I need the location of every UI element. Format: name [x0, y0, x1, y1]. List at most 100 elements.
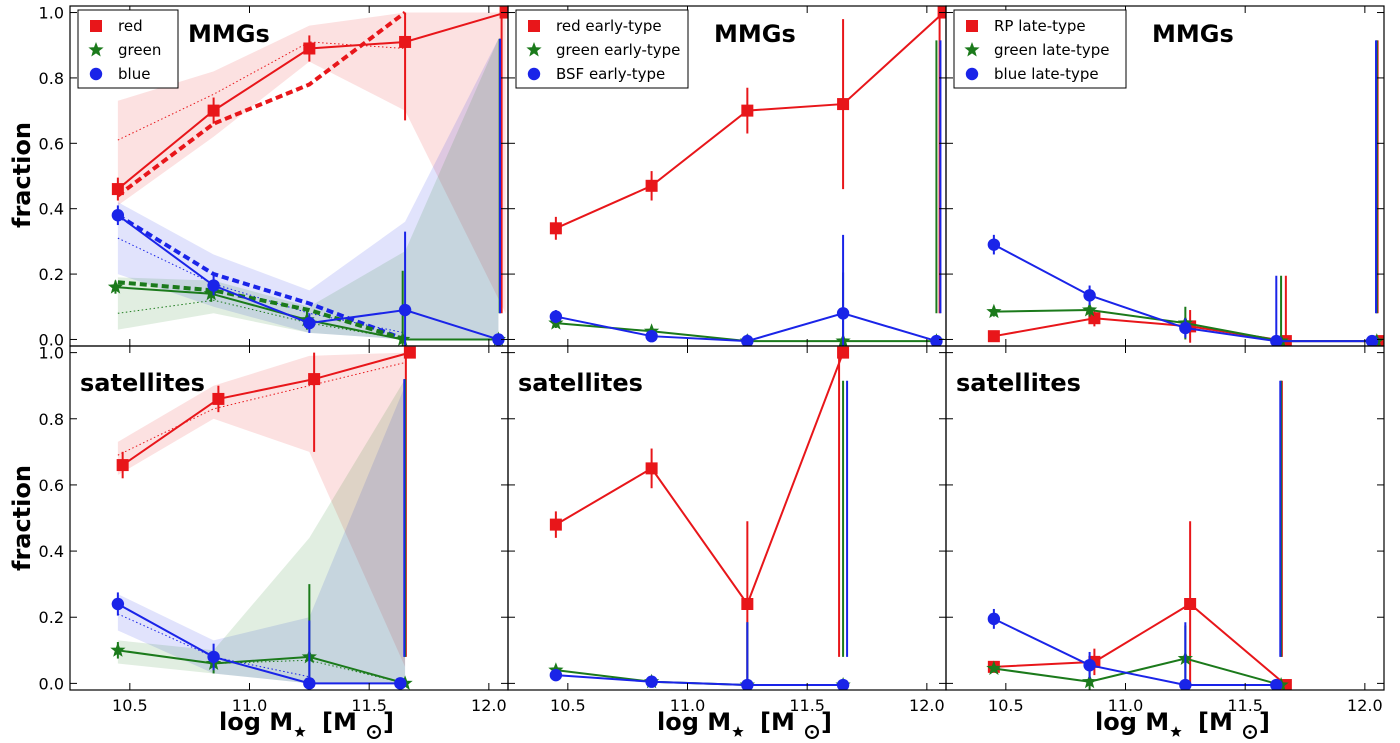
sun-symbol-icon — [367, 725, 381, 739]
data-point — [116, 459, 129, 472]
series-line — [117, 603, 401, 685]
panel-6: 10.5 11.0 11.5 12.0 satellites — [945, 345, 1385, 715]
x-label-unit: [M — [760, 708, 795, 736]
x-tick-label: 10.5 — [112, 696, 148, 715]
plot-area — [986, 40, 1384, 346]
legend-label: blue — [118, 65, 150, 83]
data-point — [207, 650, 220, 664]
y-axis-label-top: fraction — [8, 122, 36, 228]
data-point — [1083, 658, 1096, 672]
series-green — [548, 40, 944, 346]
y-tick-label: 0.4 — [39, 542, 64, 561]
legend-label: RP late-type — [994, 17, 1086, 35]
x-tick-label: 11.5 — [1227, 696, 1263, 715]
y-tick-label: 0.0 — [39, 330, 64, 349]
series-green — [548, 380, 851, 690]
data-point — [645, 179, 658, 192]
band-blue — [117, 38, 499, 340]
dashed-line-blue — [116, 213, 406, 342]
series-line — [117, 649, 406, 685]
data-point — [207, 104, 220, 117]
series-green — [986, 40, 1384, 346]
x-axis-label-2: log M [M] — [657, 708, 832, 739]
x-tick-label: 11.5 — [351, 696, 387, 715]
series-blue — [549, 380, 850, 690]
star-subscript-icon — [1170, 726, 1182, 737]
y-tick-label: 0.8 — [39, 69, 64, 88]
data-point — [492, 333, 505, 346]
series-red — [549, 346, 850, 687]
series-red — [987, 380, 1292, 690]
y-axis-label-bottom: fraction — [8, 465, 36, 571]
legend-marker — [528, 20, 540, 32]
x-tick-label: 12.0 — [909, 696, 945, 715]
legend-label: red — [118, 17, 143, 35]
panel-5: 10.5 11.0 11.5 12.0 satellites — [507, 345, 947, 715]
data-point — [549, 222, 562, 235]
data-point — [403, 346, 416, 359]
panel-2: red early-type green early-type BSF early-… — [507, 5, 947, 347]
data-point — [1083, 289, 1096, 302]
data-point — [1270, 678, 1283, 690]
x-tick-label: 10.5 — [988, 696, 1024, 715]
band-green — [117, 38, 499, 340]
panel-1: 0.0 0.2 0.4 0.6 0.8 1.0 red green blue MMGs — [39, 4, 509, 349]
series-blue — [987, 380, 1283, 690]
dotted-line-green — [117, 299, 406, 340]
series-line — [555, 352, 845, 607]
data-point — [549, 518, 562, 531]
axes-frame — [945, 345, 1385, 691]
data-point — [986, 303, 1002, 319]
data-point — [987, 330, 1000, 343]
dotted-line-red — [117, 41, 406, 141]
series-line — [993, 617, 1277, 687]
series-blue — [111, 38, 505, 346]
sun-symbol-icon — [805, 725, 819, 739]
dashed-line-green — [117, 280, 406, 342]
dashed-line-red — [116, 10, 407, 198]
data-point — [741, 598, 754, 610]
axes-frame — [507, 345, 947, 691]
panel-title: satellites — [518, 369, 643, 397]
x-tick-label: 11.0 — [1108, 696, 1144, 715]
x-tick-label: 12.0 — [1347, 696, 1383, 715]
plot-area — [986, 380, 1292, 690]
sun-symbol-dot — [372, 730, 376, 734]
data-point — [212, 392, 225, 405]
band-red — [117, 12, 506, 314]
data-point — [111, 183, 124, 196]
data-point — [549, 668, 563, 682]
data-point — [741, 678, 754, 690]
data-point — [394, 677, 407, 690]
panel-3: RP late-type green late-type blue late-typ… — [945, 5, 1385, 347]
data-point — [1179, 678, 1192, 690]
data-point — [987, 612, 1001, 626]
legend: RP late-type green late-type blue late-typ… — [953, 9, 1127, 89]
data-point — [303, 316, 316, 330]
legend-marker — [527, 67, 541, 81]
data-point — [837, 346, 850, 359]
sun-symbol-icon — [1243, 725, 1257, 739]
data-point — [645, 462, 658, 475]
series-line — [993, 657, 1282, 687]
data-point — [986, 660, 1002, 675]
x-label-unit: [M — [1198, 708, 1233, 736]
legend-label: green late-type — [994, 41, 1109, 59]
x-label-main: log M — [1095, 708, 1169, 736]
data-point — [111, 597, 125, 611]
panel-4: 10.5 11.0 11.5 12.0 0.0 0.2 0.4 0.6 0.8 1.0 satell… — [39, 344, 509, 715]
data-point — [645, 329, 658, 343]
series-line — [122, 351, 411, 466]
data-point — [987, 238, 1001, 251]
y-tick-label: 0.6 — [39, 134, 64, 153]
panel-title: satellites — [80, 369, 205, 397]
legend-marker — [964, 42, 980, 57]
y-tick-label: 0.6 — [39, 476, 64, 495]
data-point — [111, 209, 125, 222]
legend-marker — [88, 42, 104, 57]
band-green — [117, 379, 406, 684]
series-red — [987, 40, 1384, 346]
x-tick-label: 10.5 — [550, 696, 586, 715]
sun-symbol-dot — [1248, 730, 1252, 734]
